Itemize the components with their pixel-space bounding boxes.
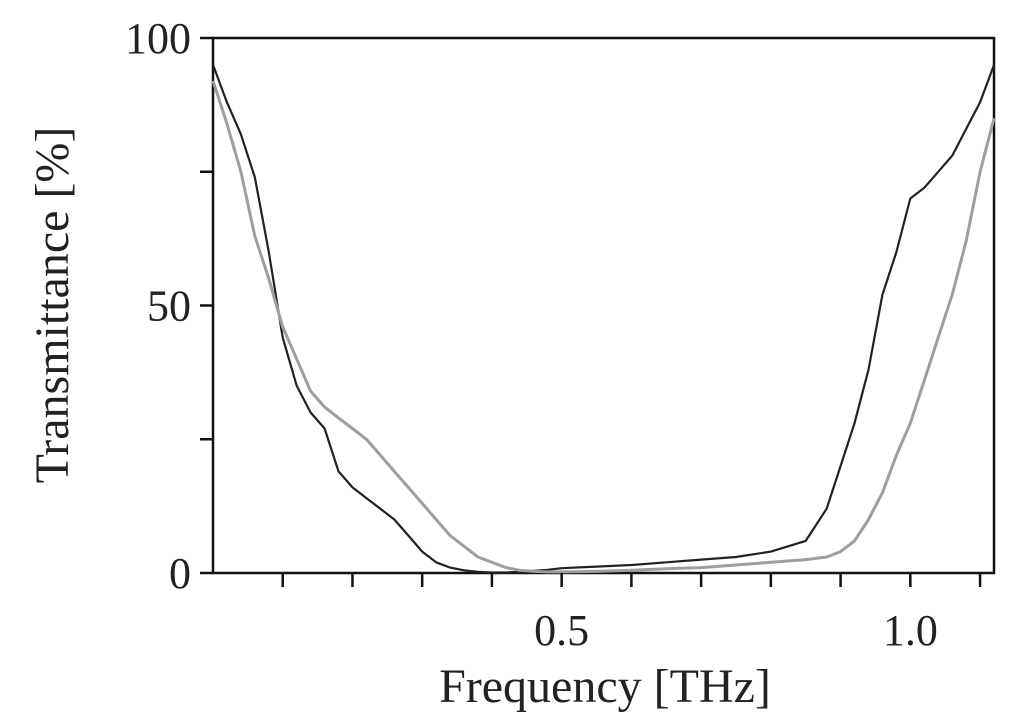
- series-line-1: [211, 64, 996, 574]
- x-tick-label: 1.0: [883, 606, 938, 655]
- y-tick-label: 50: [147, 282, 191, 331]
- tick-label-layer: 0.5 1.0 0 50 100: [125, 14, 938, 655]
- axis-layer: [200, 36, 982, 587]
- series-layer: [211, 64, 996, 574]
- x-tick-label: 0.5: [534, 606, 589, 655]
- y-tick-label: 0: [169, 549, 191, 598]
- y-tick-label: 100: [125, 14, 191, 63]
- x-axis-label: Frequency [THz]: [439, 660, 771, 713]
- plot-border: [211, 36, 996, 575]
- series-line-2: [211, 80, 996, 574]
- plot-frame: [211, 36, 996, 575]
- y-axis-label: Transmittance [%]: [26, 127, 79, 484]
